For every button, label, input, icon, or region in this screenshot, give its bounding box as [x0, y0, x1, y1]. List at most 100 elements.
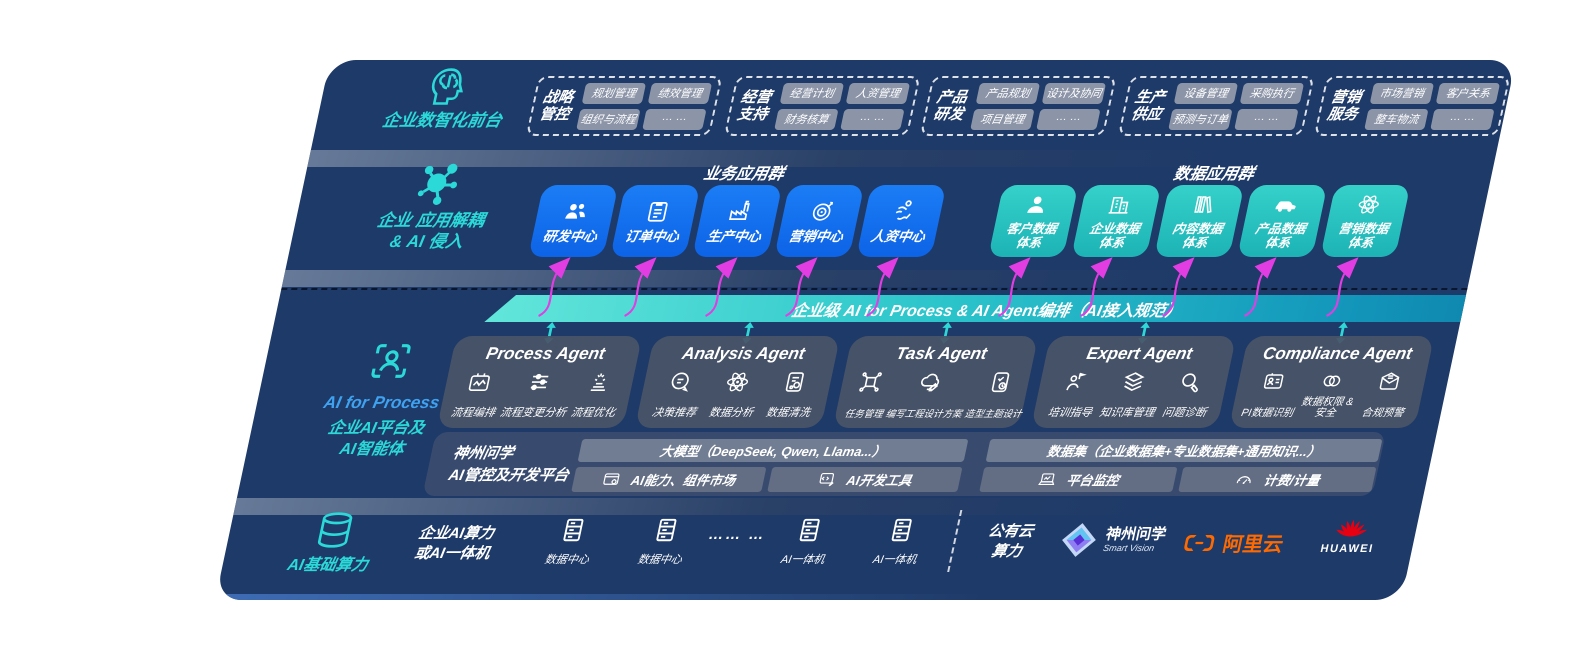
diagnose-icon [1175, 369, 1207, 395]
decision-head-icon [665, 369, 697, 395]
app-box-hr-center: 人资中心 [856, 185, 947, 257]
feature-label: 培训指导 [1046, 407, 1093, 419]
public-cloud-label: 公有云 算力 [982, 522, 1036, 563]
magenta-connector-arrows [538, 257, 1359, 317]
monitor-laptop-icon [1036, 470, 1059, 489]
sliders-icon [524, 369, 556, 395]
data-box-customer: 客户数据体系 [988, 185, 1079, 257]
module-pill-more: … … [1234, 108, 1299, 130]
module-pill: 人资管理 [845, 82, 911, 104]
front-office-title: 企业数智化前台 [380, 111, 504, 130]
data-box-label: 企业数据体系 [1088, 222, 1142, 250]
server-ai-appliance-1: AI一体机 [780, 515, 834, 567]
platform-model-column: 大模型（DeepSeek, Qwen, Llama...） AI能力、组件市场 … [571, 439, 969, 492]
group-label: 生产供应 [1129, 88, 1167, 123]
public-cloud-line1: 公有云 [986, 523, 1036, 540]
front-group-operation: 经营支持 经营计划 人资管理 财务核算 … … [723, 76, 921, 136]
group-label: 营销服务 [1325, 88, 1363, 123]
enterprise-building-icon [1105, 192, 1135, 217]
app-box-label: 订单中心 [623, 228, 681, 244]
training-icon [1061, 369, 1093, 395]
cell-dev-tools: AI开发工具 [767, 467, 963, 492]
server-label: AI一体机 [779, 554, 826, 566]
app-box-rnd-center: 研发中心 [528, 185, 619, 257]
data-box-label: 内容数据体系 [1171, 222, 1225, 250]
layer-divider [233, 498, 1423, 515]
compute-type-line2: 或AI一体机 [412, 545, 492, 563]
platform-label-line2: AI管控及开发平台 [446, 466, 571, 484]
server-data-center-2: 数据中心 [636, 515, 691, 567]
server-label: 数据中心 [636, 554, 683, 566]
group-label: 产品研发 [931, 88, 969, 123]
huawei-fan-icon [1331, 514, 1373, 540]
aliyun-bracket-icon [1181, 532, 1218, 554]
app-box-marketing-center: 营销中心 [774, 185, 865, 257]
feature-label: PI数据识别 [1240, 407, 1295, 419]
ai-dev-platform-panel: 神州问学 AI管控及开发平台 大模型（DeepSeek, Qwen, Llama… [422, 432, 1386, 496]
front-group-marketing: 营销服务 市场营销 客户关系 整车物流 … … [1313, 76, 1511, 136]
server-icon [883, 515, 919, 545]
szwx-logo: 神州问学 Smart Vision [1057, 522, 1169, 558]
decoupling-title-line1: 企业 应用解耦 [375, 211, 487, 230]
id-card-icon [1260, 369, 1289, 393]
szwx-diamond-icon [1057, 522, 1101, 558]
cell-label: 计费/计量 [1262, 473, 1322, 488]
group-label: 经营支持 [735, 88, 773, 123]
brain-head-icon [422, 64, 476, 110]
feature-label: 造型主题设计 [963, 409, 1023, 420]
cell-label: AI能力、组件市场 [629, 473, 737, 488]
module-pill: 产品规划 [975, 82, 1041, 104]
platform-label-line1: 神州问学 [451, 445, 516, 462]
feature-label: 数据权限 & 安全 [1300, 395, 1355, 420]
agent-card-expert: Expert Agent 培训指导 知识库管理 问题诊断 [1030, 336, 1237, 428]
platform-label: 神州问学 AI管控及开发平台 [446, 443, 575, 487]
content-books-icon [1188, 192, 1218, 217]
front-group-supply: 生产供应 设备管理 采购执行 预测与订单 … … [1117, 76, 1315, 136]
front-group-rnd: 产品研发 产品规划 设计及协同 项目管理 … … [919, 76, 1117, 136]
data-box-label: 产品数据体系 [1254, 222, 1308, 250]
agent-card-task: Task Agent 任务管理 编写工程设计方案 造型主题设计 [832, 336, 1039, 428]
cell-monitoring: 平台监控 [979, 467, 1178, 492]
module-pill: 设计及协同 [1041, 82, 1107, 104]
huawei-logo: HUAWEI [1319, 514, 1381, 555]
module-pill-more: … … [642, 108, 707, 130]
module-pill-more: … … [840, 108, 905, 130]
feature-label: 问题诊断 [1160, 407, 1208, 419]
cloud-edit-icon [915, 369, 947, 395]
decoupling-label-block: 企业 应用解耦 & AI 侵入 [339, 160, 529, 253]
hr-runner-icon [888, 198, 920, 224]
app-box-label: 研发中心 [541, 228, 599, 244]
feature-label: 编写工程设计方案 [884, 409, 963, 420]
person-scan-icon [363, 338, 419, 384]
module-pill-more: … … [1430, 108, 1495, 130]
app-box-label: 营销中心 [787, 228, 845, 244]
feature-label: 流程编排 [449, 407, 497, 419]
public-cloud-line2: 算力 [989, 543, 1024, 561]
agent-card-process: Process Agent 流程编排 流程变更分析 流程优化 [436, 336, 643, 428]
module-pill: 预测与订单 [1168, 108, 1233, 130]
module-pill: 规划管理 [581, 82, 647, 104]
compute-type-label: 企业AI算力 或AI一体机 [412, 524, 496, 565]
agent-title: Task Agent [894, 344, 989, 363]
data-box-label: 营销数据体系 [1337, 222, 1391, 250]
szwx-name: 神州问学 [1104, 525, 1169, 543]
dev-tools-icon [816, 470, 839, 489]
product-car-icon [1270, 192, 1302, 217]
data-app-row: 客户数据体系 企业数据体系 内容数据体系 产品数据体系 营销数据体系 [988, 185, 1411, 257]
compute-title: AI基础算力 [285, 557, 370, 574]
marketing-atom-icon [1354, 192, 1384, 217]
data-box-content: 内容数据体系 [1154, 185, 1245, 257]
server-label: 数据中心 [543, 554, 590, 566]
feature-label: 数据分析 [707, 407, 755, 419]
atom-icon [722, 369, 754, 395]
factory-icon [724, 198, 756, 224]
app-box-order-center: 订单中心 [610, 185, 701, 257]
aliyun-name: 阿里云 [1220, 534, 1286, 556]
database-icon [311, 510, 360, 550]
module-pill-more: … … [1036, 108, 1101, 130]
agent-row: Process Agent 流程编排 流程变更分析 流程优化 Analysis … [436, 336, 1435, 428]
team-icon [560, 198, 592, 224]
szwx-subtitle: Smart Vision [1102, 543, 1156, 554]
target-icon [806, 198, 838, 224]
